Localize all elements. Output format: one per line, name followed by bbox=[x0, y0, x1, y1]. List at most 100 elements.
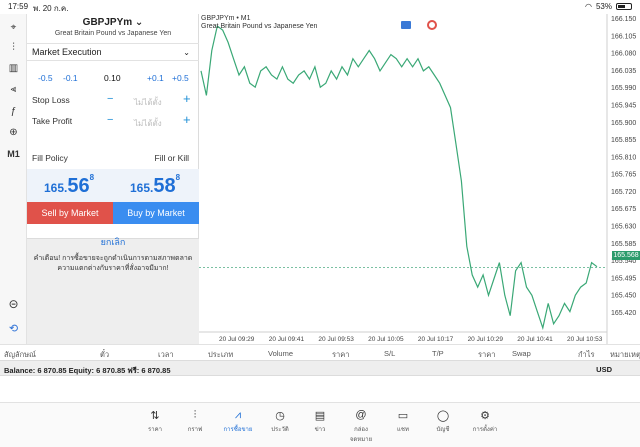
trade-refresh-icon[interactable]: ⟲ bbox=[8, 322, 19, 335]
col-sl[interactable]: S/L bbox=[384, 349, 396, 358]
indicators-icon[interactable]: ⫷ bbox=[10, 83, 17, 95]
balance-text: Balance: 6 870.85 Equity: 6 870.85 ฟรี: … bbox=[4, 366, 171, 375]
crosshair-icon[interactable]: ⌖ bbox=[10, 21, 17, 33]
ask-price-prefix: 165. bbox=[130, 181, 154, 195]
nav-news[interactable]: ▤ ข่าว bbox=[302, 409, 338, 434]
x-tick-label: 20 Jul 09:53 bbox=[318, 336, 354, 343]
cancel-button[interactable]: ยกเลิก bbox=[100, 237, 126, 247]
account-icon: ◯ bbox=[436, 410, 450, 422]
col-volume[interactable]: Volume bbox=[268, 349, 294, 358]
col-price[interactable]: ราคา bbox=[332, 350, 350, 359]
chat-icon: ▭ bbox=[397, 410, 409, 422]
y-tick-label: 165.630 bbox=[611, 224, 636, 231]
trade-signal-icon[interactable] bbox=[401, 21, 411, 29]
warning-text: คำเตือน! การซื้อขายจะถูกดำเนินการตามสภาพ… bbox=[33, 255, 193, 272]
col-swap[interactable]: Swap bbox=[512, 349, 531, 358]
price-box: 165.568 165.588 bbox=[27, 169, 199, 202]
buy-button[interactable]: Buy by Market bbox=[113, 202, 199, 224]
candles-icon[interactable]: ⫶ bbox=[12, 41, 15, 53]
volume-plus-01[interactable]: +0.1 bbox=[147, 73, 164, 83]
function-icon[interactable]: ƒ bbox=[10, 105, 17, 117]
bid-price-main: 56 bbox=[67, 175, 90, 197]
zoom-icon[interactable]: ⊝ bbox=[8, 297, 19, 311]
y-tick-label: 165.810 bbox=[611, 154, 636, 161]
col-type[interactable]: ประเภท bbox=[208, 350, 234, 359]
volume-minus-01[interactable]: -0.1 bbox=[63, 73, 78, 83]
ask-price: 165.588 bbox=[130, 173, 181, 198]
nav-history[interactable]: ◷ ประวัติ bbox=[262, 409, 298, 434]
col-ticket[interactable]: ตั๋ว bbox=[100, 350, 110, 359]
y-tick-label: 165.945 bbox=[611, 102, 636, 109]
nav-account[interactable]: ◯ บัญชี bbox=[425, 409, 461, 434]
nav-quotes[interactable]: ⇅ ราคา bbox=[137, 409, 173, 434]
nav-chat[interactable]: ▭ แชท bbox=[385, 409, 421, 434]
take-profit-value[interactable]: ไม่ได้ตั้ง bbox=[134, 119, 162, 128]
volume-minus-05[interactable]: -0.5 bbox=[38, 73, 53, 83]
chart-title: GBPJPYm • M1 bbox=[201, 15, 251, 22]
settings-icon: ⚙ bbox=[480, 410, 490, 422]
x-tick-label: 20 Jul 10:05 bbox=[368, 336, 404, 343]
y-tick-label: 165.855 bbox=[611, 137, 636, 144]
col-time[interactable]: เวลา bbox=[158, 350, 174, 359]
ask-price-pip: 8 bbox=[175, 173, 181, 182]
stop-loss-plus[interactable]: + bbox=[183, 91, 191, 106]
nav-settings-label: การตั้งค่า bbox=[472, 427, 498, 433]
nav-trade[interactable]: ⩘ การซื้อขาย bbox=[220, 409, 256, 434]
nav-settings[interactable]: ⚙ การตั้งค่า bbox=[467, 409, 503, 434]
indicator-icon[interactable] bbox=[427, 20, 437, 30]
current-price-tag: 165.568 bbox=[612, 251, 640, 260]
nav-mailbox-label: กล่องจดหมาย bbox=[349, 427, 373, 443]
col-profit[interactable]: กำไร bbox=[578, 350, 595, 359]
bottom-nav: ⇅ ราคา ⫶ กราฟ ⩘ การซื้อขาย ◷ ประวัติ ▤ ข… bbox=[0, 402, 640, 447]
volume-plus-05[interactable]: +0.5 bbox=[172, 73, 189, 83]
status-time: 17:59 bbox=[8, 2, 29, 11]
y-tick-label: 166.080 bbox=[611, 51, 636, 58]
y-tick-label: 165.990 bbox=[611, 85, 636, 92]
objects-icon[interactable]: ⊕ bbox=[9, 126, 18, 138]
y-tick-label: 165.585 bbox=[611, 241, 636, 248]
execution-select[interactable]: Market Execution ⌄ bbox=[27, 43, 199, 61]
status-right: ◠ 53% bbox=[585, 2, 632, 11]
y-tick-label: 165.450 bbox=[611, 293, 636, 300]
status-bar: 17:59 พ. 20 ก.ค. ◠ 53% bbox=[0, 0, 640, 14]
sell-button[interactable]: Sell by Market bbox=[27, 202, 113, 224]
status-date: พ. 20 ก.ค. bbox=[33, 4, 69, 13]
battery-icon bbox=[616, 3, 632, 10]
chart-toolbar: ⌖ ⫶ ▥ ⫷ ƒ ⊕ M1 ⊝ ⟲ bbox=[0, 14, 27, 344]
chart-canvas[interactable]: 166.150 166.105 166.080 166.035 165.990 165.9… bbox=[199, 14, 640, 344]
col-comment[interactable]: หมายเหตุ bbox=[610, 350, 640, 359]
symbol-description: Great Britain Pound vs Japanese Yen bbox=[54, 30, 172, 37]
nav-quotes-label: ราคา bbox=[148, 427, 162, 433]
volume-value[interactable]: 0.10 bbox=[104, 73, 121, 83]
y-tick-label: 165.900 bbox=[611, 120, 636, 127]
bid-price: 165.568 bbox=[44, 173, 94, 198]
nav-mailbox[interactable]: @ กล่องจดหมาย bbox=[343, 409, 379, 444]
bars-icon[interactable]: ▥ bbox=[8, 62, 19, 74]
nav-news-label: ข่าว bbox=[314, 427, 326, 433]
y-tick-label: 165.540 bbox=[611, 258, 636, 265]
col-tp[interactable]: T/P bbox=[432, 349, 444, 358]
balance-row: Balance: 6 870.85 Equity: 6 870.85 ฟรี: … bbox=[0, 360, 640, 376]
fill-policy-value[interactable]: Fill or Kill bbox=[154, 153, 189, 163]
battery-percent: 53% bbox=[595, 2, 612, 11]
timeframe-button[interactable]: M1 bbox=[7, 149, 20, 159]
y-tick-label: 165.765 bbox=[611, 172, 636, 179]
warning-box: ยกเลิก คำเตือน! การซื้อขายจะถูกดำเนินการ… bbox=[27, 237, 199, 344]
nav-chart[interactable]: ⫶ กราฟ bbox=[177, 409, 213, 434]
take-profit-minus[interactable]: − bbox=[107, 114, 114, 126]
nav-chat-label: แชท bbox=[397, 427, 409, 433]
x-tick-label: 20 Jul 09:41 bbox=[269, 336, 305, 343]
symbol-selector[interactable]: GBPJPYm ⌄ bbox=[27, 17, 199, 28]
bid-price-prefix: 165. bbox=[44, 181, 68, 195]
volume-stepper: -0.5 -0.1 0.10 +0.1 +0.5 bbox=[27, 71, 199, 85]
chart-subtitle: Great Britain Pound vs Japanese Yen bbox=[201, 23, 318, 30]
stop-loss-value[interactable]: ไม่ได้ตั้ง bbox=[134, 98, 162, 107]
price-chart[interactable]: 166.150 166.105 166.080 166.035 165.990 165.9… bbox=[199, 14, 640, 344]
take-profit-plus[interactable]: + bbox=[183, 112, 191, 127]
stop-loss-minus[interactable]: − bbox=[107, 93, 114, 105]
nav-chart-label: กราฟ bbox=[187, 427, 203, 433]
y-tick-label: 166.105 bbox=[611, 33, 636, 40]
news-icon: ▤ bbox=[314, 410, 326, 422]
col-symbol[interactable]: สัญลักษณ์ bbox=[4, 350, 37, 359]
col-current-price[interactable]: ราคา bbox=[478, 350, 496, 359]
